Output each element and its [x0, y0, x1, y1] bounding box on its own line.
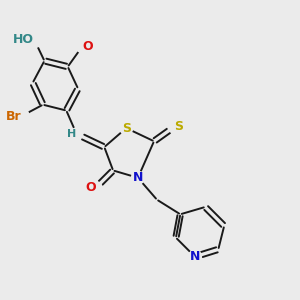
Circle shape	[131, 171, 144, 184]
Circle shape	[71, 129, 82, 139]
Text: N: N	[190, 250, 200, 263]
Circle shape	[26, 31, 42, 48]
Circle shape	[188, 250, 201, 263]
Text: N: N	[133, 171, 143, 184]
Circle shape	[76, 40, 89, 53]
Text: Br: Br	[5, 110, 21, 123]
Circle shape	[13, 108, 29, 124]
Text: H: H	[67, 129, 76, 139]
Text: HO: HO	[13, 33, 34, 46]
Text: O: O	[82, 40, 93, 53]
Circle shape	[89, 182, 102, 194]
Text: S: S	[122, 122, 131, 135]
Text: O: O	[85, 182, 96, 194]
Circle shape	[168, 120, 181, 133]
Text: S: S	[175, 120, 184, 133]
Circle shape	[120, 122, 133, 134]
